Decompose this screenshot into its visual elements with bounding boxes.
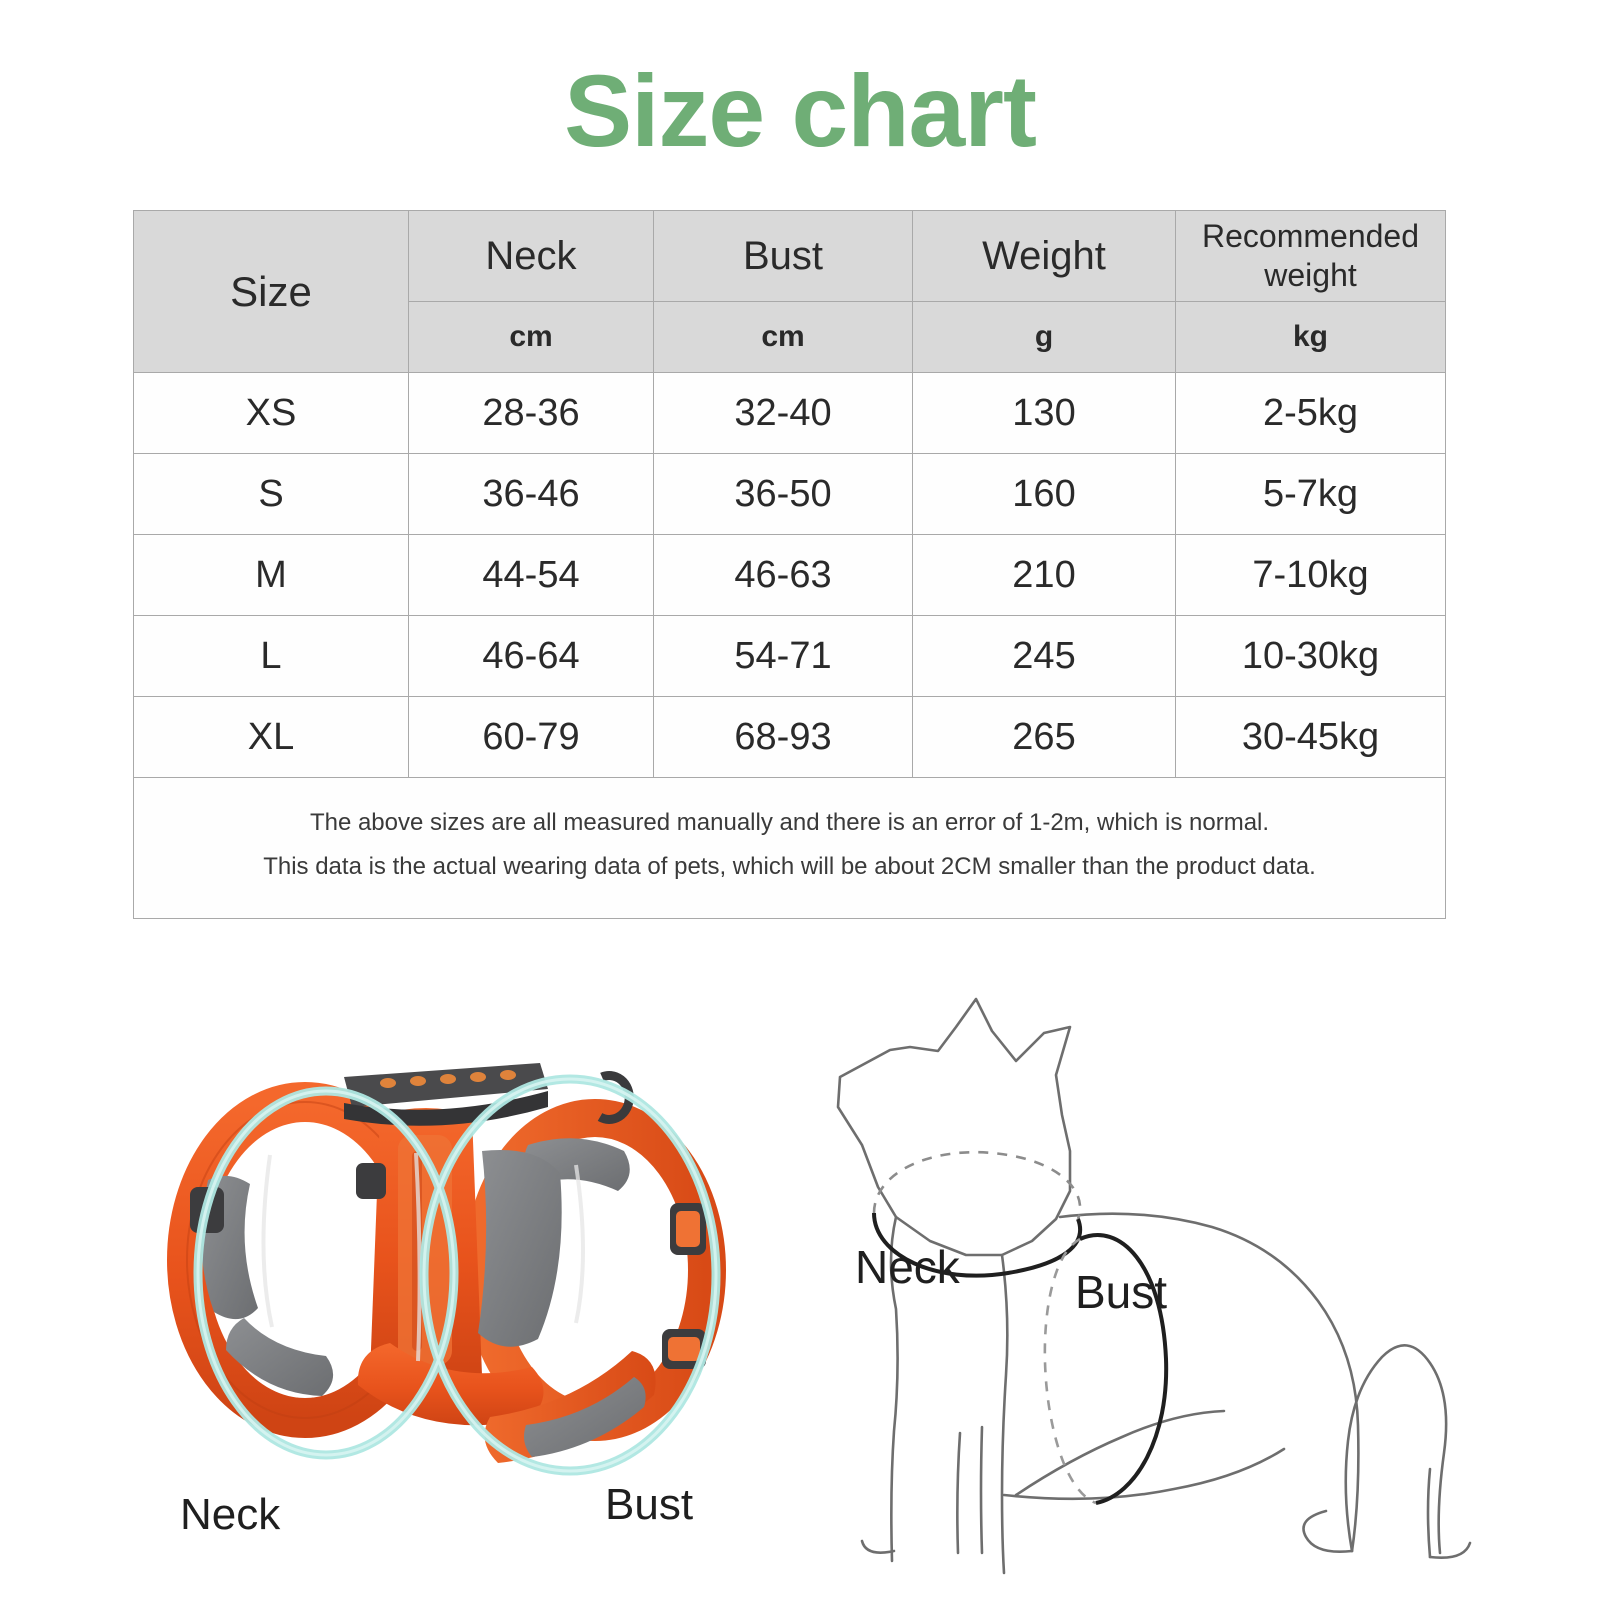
unit-header-recommended: kg bbox=[1175, 301, 1446, 374]
harness-mesh-pad-center bbox=[478, 1149, 562, 1347]
table-row: S 36-46 36-50 160 5-7kg bbox=[133, 453, 1446, 536]
harness-neck-label: Neck bbox=[180, 1490, 281, 1539]
table-header-row-primary: Size Neck Bust Weight Recommended weight bbox=[133, 209, 1446, 374]
illustrations-section: Neck Bust bbox=[0, 955, 1600, 1600]
unit-header-bust: cm bbox=[653, 301, 913, 374]
dog-body-outline bbox=[836, 997, 1472, 1575]
size-chart-table-container: Size Neck Bust Weight Recommended weight… bbox=[133, 209, 1446, 920]
cell-size: M bbox=[133, 534, 409, 617]
harness-body bbox=[167, 1063, 726, 1476]
column-header-bust: Bust bbox=[653, 209, 913, 303]
cell-size: XS bbox=[133, 372, 409, 455]
table-header: Size Neck Bust Weight Recommended weight… bbox=[133, 209, 1446, 374]
cell-bust: 32-40 bbox=[653, 372, 913, 455]
cell-recommended: 30-45kg bbox=[1175, 696, 1446, 779]
cell-neck: 44-54 bbox=[408, 534, 654, 617]
dog-diagram-panel: Neck Bust bbox=[770, 955, 1510, 1600]
bust-measurement-ellipse bbox=[1043, 1233, 1169, 1505]
table-body: XS 28-36 32-40 130 2-5kg S 36-46 36-50 1… bbox=[133, 372, 1446, 920]
cell-weight: 160 bbox=[912, 453, 1176, 536]
unit-header-neck: cm bbox=[408, 301, 654, 374]
table-row: M 44-54 46-63 210 7-10kg bbox=[133, 534, 1446, 617]
cell-neck: 60-79 bbox=[408, 696, 654, 779]
cell-neck: 36-46 bbox=[408, 453, 654, 536]
cell-weight: 245 bbox=[912, 615, 1176, 698]
table-row: L 46-64 54-71 245 10-30kg bbox=[133, 615, 1446, 698]
cell-size: S bbox=[133, 453, 409, 536]
dog-neck-label: Neck bbox=[855, 1241, 960, 1293]
cell-recommended: 5-7kg bbox=[1175, 453, 1446, 536]
table-header-row-units: cm cm g kg bbox=[134, 301, 1446, 374]
harness-bust-label: Bust bbox=[605, 1480, 694, 1529]
cell-neck: 46-64 bbox=[408, 615, 654, 698]
cell-weight: 210 bbox=[912, 534, 1176, 617]
cell-neck: 28-36 bbox=[408, 372, 654, 455]
cell-recommended: 2-5kg bbox=[1175, 372, 1446, 455]
column-header-recommended-weight: Recommended weight bbox=[1175, 209, 1446, 303]
cell-size: XL bbox=[133, 696, 409, 779]
table-row: XS 28-36 32-40 130 2-5kg bbox=[133, 372, 1446, 455]
cell-weight: 130 bbox=[912, 372, 1176, 455]
note-line-1: The above sizes are all measured manuall… bbox=[309, 808, 1270, 836]
table-notes-row: The above sizes are all measured manuall… bbox=[133, 777, 1446, 920]
harness-mesh-pad-bottom-left bbox=[226, 1318, 334, 1396]
recommended-weight-line1: Recommended bbox=[1202, 218, 1419, 254]
recommended-weight-line2: weight bbox=[1264, 257, 1357, 294]
cell-weight: 265 bbox=[912, 696, 1176, 779]
cell-recommended: 7-10kg bbox=[1175, 534, 1446, 617]
table-notes: The above sizes are all measured manuall… bbox=[133, 777, 1446, 920]
table-row: XL 60-79 68-93 265 30-45kg bbox=[133, 696, 1446, 779]
cell-size: L bbox=[133, 615, 409, 698]
cell-recommended: 10-30kg bbox=[1175, 615, 1446, 698]
cell-bust: 54-71 bbox=[653, 615, 913, 698]
column-header-weight: Weight bbox=[912, 209, 1176, 303]
harness-mesh-pad-bottom-right bbox=[524, 1377, 646, 1457]
column-header-neck: Neck bbox=[408, 209, 654, 303]
size-chart-table: Size Neck Bust Weight Recommended weight… bbox=[133, 209, 1446, 920]
cell-bust: 46-63 bbox=[653, 534, 913, 617]
harness-illustration bbox=[167, 1063, 726, 1476]
column-header-size: Size bbox=[133, 209, 409, 374]
unit-header-weight: g bbox=[912, 301, 1176, 374]
dog-outline-illustration bbox=[836, 997, 1472, 1575]
note-line-2: This data is the actual wearing data of … bbox=[263, 853, 1316, 881]
cell-bust: 68-93 bbox=[653, 696, 913, 779]
cell-bust: 36-50 bbox=[653, 453, 913, 536]
page-title: Size chart bbox=[564, 54, 1037, 168]
harness-photo-panel: Neck Bust bbox=[130, 955, 770, 1600]
dog-bust-label: Bust bbox=[1075, 1266, 1168, 1318]
